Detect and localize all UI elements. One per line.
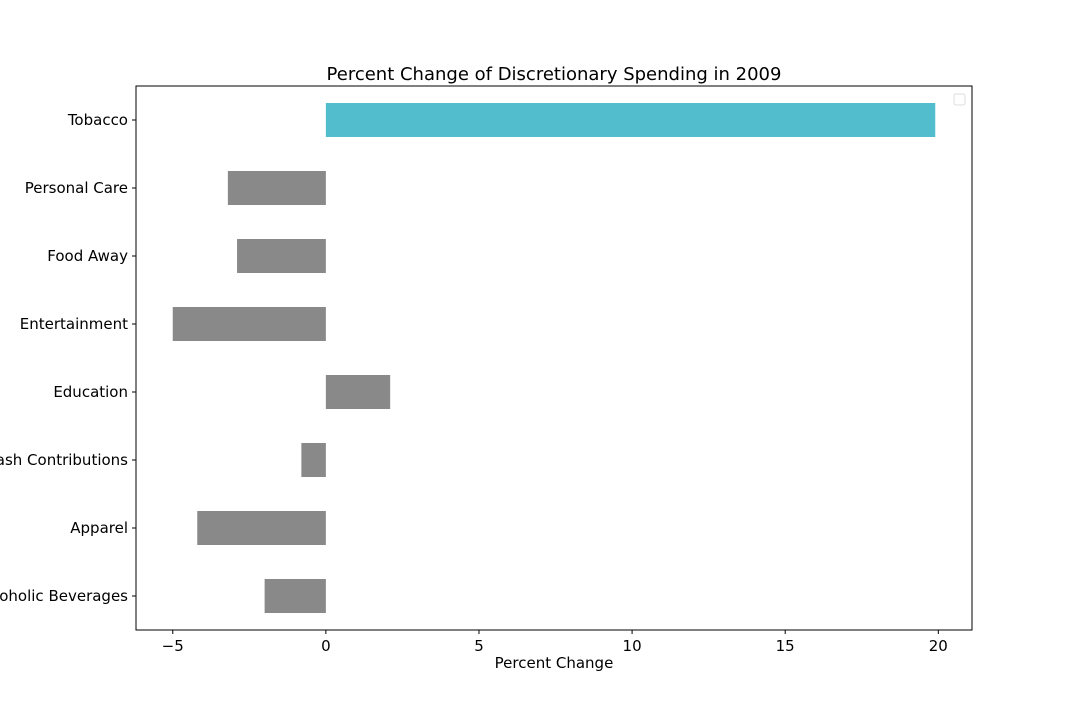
- x-tick-label: 0: [321, 637, 331, 655]
- y-tick-label: Food Away: [47, 247, 128, 265]
- bar-education: [325, 375, 391, 409]
- bar-alcoholic-beverages: [264, 579, 326, 613]
- plot-frame: [135, 85, 973, 631]
- y-tick-label: Alcoholic Beverages: [0, 587, 128, 605]
- bar-entertainment: [172, 307, 326, 341]
- x-tick-label: 5: [474, 637, 484, 655]
- bar-tobacco: [325, 103, 936, 137]
- y-tick-label: Apparel: [70, 519, 128, 537]
- y-tick-label: Tobacco: [67, 111, 128, 129]
- bar-food-away: [237, 239, 326, 273]
- x-axis: −5 0 5 10 15 20: [162, 630, 948, 655]
- legend-box: [953, 93, 966, 106]
- chart-title: Percent Change of Discretionary Spending…: [327, 64, 782, 85]
- bar-apparel: [197, 511, 326, 545]
- x-tick-label: 15: [776, 637, 795, 655]
- y-tick-label: Education: [53, 383, 128, 401]
- x-axis-label: Percent Change: [495, 654, 614, 672]
- x-tick-label: 20: [929, 637, 948, 655]
- bar-group: [172, 103, 936, 613]
- bar-cash-contributions: [301, 443, 326, 477]
- x-tick-label: 10: [623, 637, 642, 655]
- y-tick-label: Personal Care: [25, 179, 128, 197]
- x-tick-label: −5: [162, 637, 184, 655]
- y-tick-label: Cash Contributions: [0, 451, 128, 469]
- y-tick-labels: Tobacco Personal Care Food Away Entertainme…: [0, 111, 136, 605]
- bar-personal-care: [227, 171, 326, 205]
- y-tick-label: Entertainment: [20, 315, 128, 333]
